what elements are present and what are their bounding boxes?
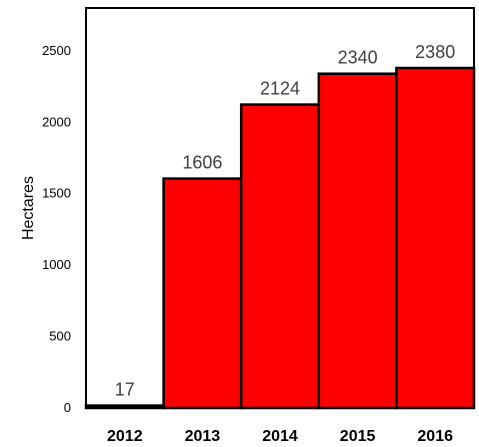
x-tick-label-2014: 2014: [262, 428, 298, 445]
y-tick-label: 0: [64, 400, 71, 415]
x-tick-label-2013: 2013: [185, 428, 221, 445]
data-label-2016: 2380: [415, 42, 455, 62]
x-ticks: 2012 2013 2014 2015 2016: [107, 428, 453, 445]
y-tick-label: 500: [49, 329, 71, 344]
bar-2016: [395, 66, 476, 410]
y-tick-label: 2000: [42, 114, 71, 129]
x-tick-label-2012: 2012: [107, 428, 143, 445]
y-ticks: 0 500 1000 1500 2000 2500: [42, 43, 71, 415]
bar-2013: [162, 177, 243, 410]
y-tick-label: 1000: [42, 257, 71, 272]
y-tick-label: 2500: [42, 43, 71, 58]
y-axis-label: Hectares: [20, 176, 37, 240]
plot-frame: [85, 7, 475, 409]
data-labels: 17 1606 2124 2340 2380: [115, 42, 455, 400]
data-label-2014: 2124: [260, 79, 300, 99]
x-tick-label-2015: 2015: [340, 428, 376, 445]
bar-2015: [317, 72, 398, 410]
x-tick-label-2016: 2016: [417, 428, 453, 445]
bars: [84, 66, 476, 410]
data-label-2013: 1606: [182, 153, 222, 173]
data-label-2015: 2340: [338, 48, 378, 68]
data-label-2012: 17: [115, 380, 135, 400]
y-tick-label: 1500: [42, 186, 71, 201]
bar-2014: [239, 103, 321, 410]
